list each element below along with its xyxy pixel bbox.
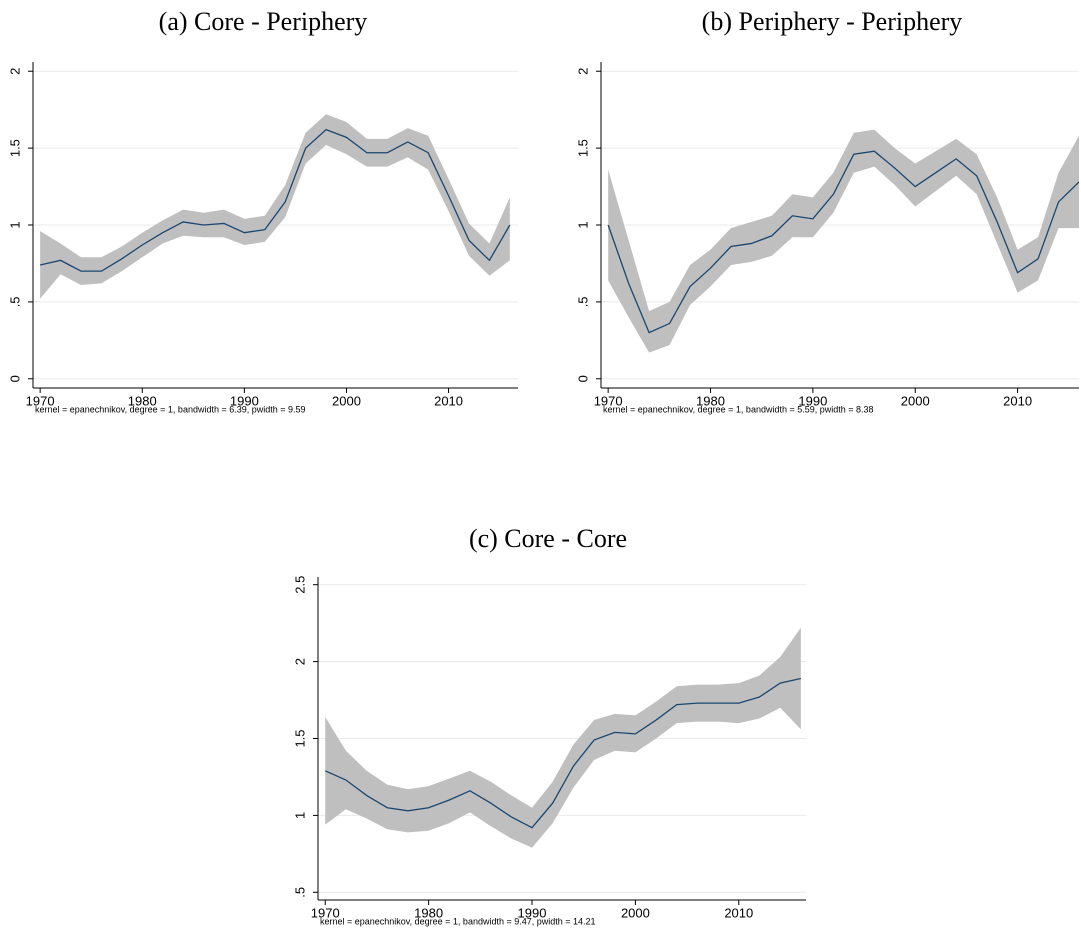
- x-tick-label: 2000: [621, 905, 650, 920]
- fitted-line: [324, 677, 801, 829]
- fitted-line: [607, 150, 1079, 334]
- x-tick-label: 2010: [724, 905, 753, 920]
- y-tick-label: 2: [292, 658, 307, 665]
- x-tick-label: 1970: [311, 905, 340, 920]
- chart-note: kernel = epanechnikov, degree = 1, bandw…: [603, 404, 874, 414]
- x-tick-label: 1980: [128, 393, 157, 408]
- y-tick-label: 0: [7, 375, 22, 382]
- y-tick-label: 1.5: [7, 139, 22, 157]
- chart-note: kernel = epanechnikov, degree = 1, bandw…: [320, 916, 596, 926]
- y-tick-label: 2: [575, 68, 590, 75]
- y-tick-label: .5: [292, 887, 307, 898]
- y-tick-label: .5: [7, 296, 22, 307]
- y-tick-label: 1: [292, 812, 307, 819]
- confidence-band: [40, 114, 510, 299]
- y-tick-label: 1: [7, 221, 22, 228]
- x-tick-label: 1970: [594, 393, 623, 408]
- x-tick-label: 2000: [901, 393, 930, 408]
- confidence-band: [325, 627, 801, 848]
- x-tick-label: 1990: [230, 393, 259, 408]
- y-tick-label: 2.5: [292, 576, 307, 594]
- confidence-band: [608, 129, 1079, 353]
- x-tick-label: 1990: [518, 905, 547, 920]
- chart-note: kernel = epanechnikov, degree = 1, bandw…: [35, 404, 306, 414]
- x-tick-label: 1990: [798, 393, 827, 408]
- x-tick-label: 2010: [434, 393, 463, 408]
- chart-title: (a) Core - Periphery: [159, 7, 368, 36]
- chart-title: (c) Core - Core: [469, 524, 627, 553]
- y-tick-label: 1.5: [292, 729, 307, 747]
- plot-area: [33, 70, 518, 380]
- x-tick-label: 1980: [414, 905, 443, 920]
- chart-title: (b) Periphery - Periphery: [702, 7, 963, 36]
- y-tick-label: .5: [575, 296, 590, 307]
- fitted-line: [40, 128, 511, 272]
- plot-area: [601, 70, 1079, 380]
- y-tick-label: 1.5: [575, 139, 590, 157]
- x-tick-label: 1970: [26, 393, 55, 408]
- y-tick-label: 0: [575, 375, 590, 382]
- plot-area: [318, 584, 806, 893]
- x-tick-label: 2010: [1003, 393, 1032, 408]
- x-tick-label: 2000: [332, 393, 361, 408]
- y-tick-label: 1: [575, 221, 590, 228]
- x-tick-label: 1980: [696, 393, 725, 408]
- y-tick-label: 2: [7, 68, 22, 75]
